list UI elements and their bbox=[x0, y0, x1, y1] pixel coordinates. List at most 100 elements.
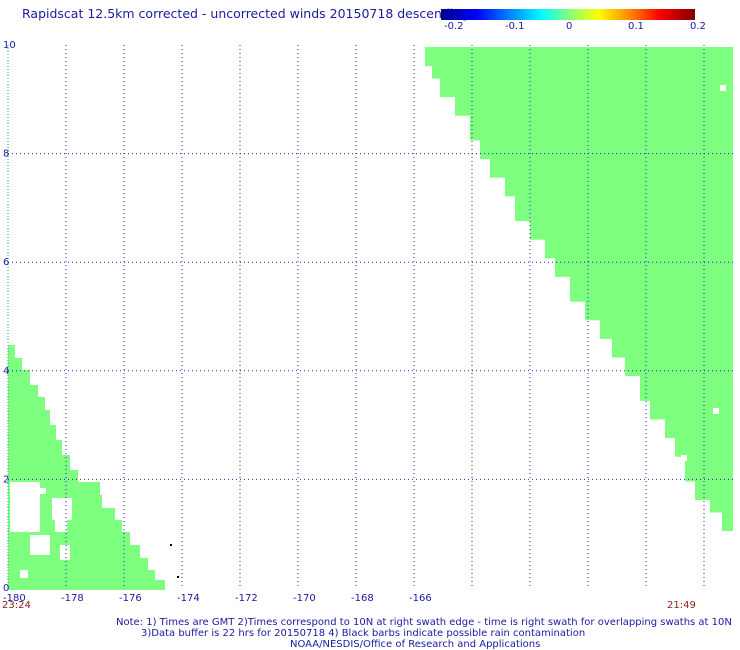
swath-gap bbox=[30, 535, 50, 555]
swath-cell bbox=[480, 140, 733, 147]
swath-cell bbox=[8, 470, 78, 482]
rain-flags bbox=[170, 544, 179, 578]
swath-cell bbox=[8, 397, 45, 410]
swath-gap bbox=[20, 570, 28, 578]
lat-tick-label: 4 bbox=[3, 366, 9, 377]
lat-lon-grid bbox=[7, 45, 733, 588]
swath-cell bbox=[555, 264, 733, 271]
swath-cell bbox=[675, 443, 733, 451]
swath-cell bbox=[505, 189, 733, 197]
swath-cell bbox=[545, 245, 733, 253]
swath-cell bbox=[685, 462, 733, 470]
lon-tick-label: -172 bbox=[235, 593, 258, 604]
colorbar-label-zero: 0 bbox=[566, 21, 573, 32]
swath-cell bbox=[695, 487, 733, 494]
swath-cell bbox=[640, 375, 733, 383]
swath-cell bbox=[530, 226, 733, 234]
axis-tick-labels: -180 -178 -176 -174 -172 -170 -168 -166 0 2 4 6 8 10 bbox=[3, 40, 432, 604]
swath-cell bbox=[612, 344, 733, 352]
swath-cell bbox=[555, 270, 733, 277]
swath-cell bbox=[570, 282, 733, 290]
swath-cells bbox=[8, 47, 733, 590]
lat-tick-label: 0 bbox=[3, 583, 9, 594]
swath-cell bbox=[480, 152, 733, 160]
rain-flag-mark bbox=[177, 576, 179, 578]
swath-cell bbox=[440, 84, 733, 91]
swath-cell bbox=[470, 133, 733, 141]
swath-cell bbox=[515, 208, 733, 215]
swath-cell bbox=[515, 202, 733, 209]
swath-gap bbox=[40, 488, 46, 494]
lon-tick-label: -168 bbox=[351, 593, 374, 604]
swath-cell bbox=[625, 369, 733, 377]
swath-cell bbox=[685, 468, 733, 476]
swath-cell bbox=[722, 518, 733, 525]
swath-cell bbox=[685, 474, 733, 482]
swath-cell bbox=[455, 96, 733, 104]
swath-gap bbox=[55, 520, 67, 532]
swath-cell bbox=[650, 412, 733, 420]
note-line-2: 3)Data buffer is 22 hrs for 20150718 4) … bbox=[141, 628, 586, 639]
swath-cell bbox=[640, 388, 733, 395]
note-line-3: NOAA/NESDIS/Office of Research and Appli… bbox=[290, 639, 541, 650]
swath-cell bbox=[665, 419, 733, 426]
swath-cell bbox=[8, 385, 38, 397]
swath-cell bbox=[505, 177, 733, 184]
swath-cell bbox=[625, 363, 733, 370]
colorbar-label-neg: -0.1 bbox=[505, 21, 525, 32]
swath-cell bbox=[665, 425, 733, 432]
swath-cell bbox=[600, 332, 733, 339]
swath-cell bbox=[530, 220, 733, 228]
swath-cell bbox=[650, 400, 733, 408]
swath-cell bbox=[470, 121, 733, 129]
swath-cell bbox=[8, 570, 155, 580]
swath-cell bbox=[685, 456, 733, 463]
swath-cell bbox=[8, 440, 62, 455]
swath-cell bbox=[600, 319, 733, 327]
swath-cell bbox=[555, 257, 733, 265]
swath-cell bbox=[695, 493, 733, 501]
swath-cell bbox=[545, 251, 733, 259]
swath-gap bbox=[60, 545, 70, 560]
swath-cell bbox=[570, 276, 733, 284]
swath-cell bbox=[600, 326, 733, 333]
swath-cell bbox=[470, 115, 733, 122]
lat-tick-label: 10 bbox=[3, 40, 16, 51]
swath-cell bbox=[585, 307, 733, 315]
swath-cell bbox=[8, 370, 30, 385]
swath-cell bbox=[440, 90, 733, 98]
swath-gap bbox=[713, 408, 719, 414]
swath-cell bbox=[8, 455, 70, 470]
swath-cell bbox=[625, 357, 733, 364]
swath-cell bbox=[612, 350, 733, 358]
lon-tick-label: -176 bbox=[119, 593, 142, 604]
swath-cell bbox=[470, 127, 733, 135]
colorbar bbox=[441, 9, 695, 20]
colorbar-label-max: 0.2 bbox=[690, 21, 706, 32]
swath-cell bbox=[585, 313, 733, 321]
lat-tick-label: 2 bbox=[3, 474, 9, 485]
swath-cell bbox=[585, 301, 733, 308]
swath-cell bbox=[570, 295, 733, 302]
swath-cell bbox=[710, 505, 733, 513]
swath-cell bbox=[432, 65, 733, 73]
swath-cell bbox=[505, 183, 733, 191]
lon-tick-label: -180 bbox=[3, 593, 26, 604]
swath-cell bbox=[612, 338, 733, 346]
swath-cell bbox=[455, 109, 733, 116]
swath-cell bbox=[530, 233, 733, 240]
swath-cell bbox=[695, 481, 733, 488]
lon-tick-label: -170 bbox=[293, 593, 316, 604]
plot-title: Rapidscat 12.5km corrected - uncorrected… bbox=[22, 6, 470, 21]
swath-cell bbox=[8, 345, 15, 358]
swath-cell bbox=[455, 102, 733, 110]
swath-cell bbox=[515, 214, 733, 222]
swath-cell bbox=[8, 358, 22, 370]
time-right: 21:49 bbox=[667, 600, 696, 611]
swath-cell bbox=[425, 59, 733, 67]
swath-cell bbox=[515, 195, 733, 203]
lat-tick-label: 6 bbox=[3, 257, 9, 268]
swath-cell bbox=[665, 431, 733, 439]
swath-cell bbox=[480, 146, 733, 153]
